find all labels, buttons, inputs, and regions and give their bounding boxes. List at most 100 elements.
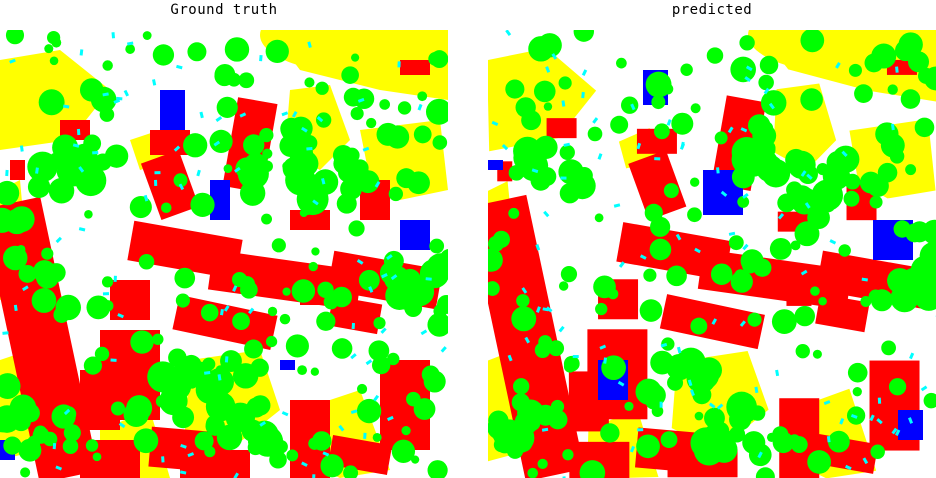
tree [922,219,936,245]
tree [812,349,822,359]
tree [624,401,634,411]
car [111,32,116,39]
predicted-title: predicted [671,2,753,18]
car [248,307,255,315]
car [545,306,553,313]
car [259,55,263,62]
car [55,465,63,471]
tree [663,183,679,199]
tree [758,74,774,91]
tree [358,269,380,291]
car [92,151,99,155]
car [338,424,345,432]
tree [200,303,219,322]
tree [749,405,766,421]
tree [316,311,336,331]
tree [261,213,273,225]
car [551,53,558,60]
tree [250,420,279,449]
tree [870,444,885,459]
car [173,145,181,152]
car [154,171,161,175]
tree [396,168,417,189]
tree [63,148,95,180]
car [116,96,123,101]
tree [49,56,59,66]
tree [27,151,58,183]
tree [761,159,791,188]
car [676,346,682,354]
car [563,142,571,147]
car [501,143,509,151]
car [660,342,668,348]
tree [595,302,608,316]
car [654,157,661,161]
tree [847,362,868,383]
tree [810,286,820,296]
tree [429,238,445,254]
tree [758,121,774,136]
tree [216,96,238,118]
tree [651,95,666,110]
car [869,414,875,422]
tree [488,248,503,272]
car [440,346,447,353]
car [425,277,432,281]
tree [138,254,155,270]
tree [924,66,936,91]
car [742,192,749,199]
tree [503,422,535,454]
tree [142,31,152,40]
tree [537,458,548,470]
car [524,336,531,344]
tree [527,467,539,478]
tree [870,289,893,312]
car [909,352,915,360]
car [117,313,124,319]
car [542,307,549,312]
car [110,358,117,362]
tree [410,281,426,297]
car [55,236,62,244]
building [327,435,393,475]
tree [388,186,404,202]
car [877,397,882,404]
tree [238,72,255,89]
car [920,385,928,392]
car [9,58,16,64]
tree [728,235,744,251]
tree [3,436,22,455]
tree [231,271,248,288]
tree [48,177,75,204]
car [629,445,636,453]
tree [790,240,801,251]
tree [530,170,551,191]
tree [85,439,99,452]
tree [692,385,712,405]
tree [209,129,233,153]
building [150,130,190,155]
tree [739,35,755,51]
tree [513,378,530,395]
tree [291,279,316,303]
tree [515,97,536,118]
tree [419,258,448,289]
tree [550,412,567,429]
tree [282,287,291,296]
tree [61,406,77,422]
tree [923,392,936,409]
predicted-segmentation [488,30,936,478]
tree [285,164,316,196]
tree [427,312,448,337]
tree [800,30,825,53]
car [613,203,621,208]
car [113,275,117,282]
car [281,111,289,117]
building [786,290,812,306]
building [172,294,278,351]
tree [860,296,872,307]
tree [869,195,883,209]
tree [62,438,79,454]
car [720,190,728,197]
tree [44,44,54,54]
